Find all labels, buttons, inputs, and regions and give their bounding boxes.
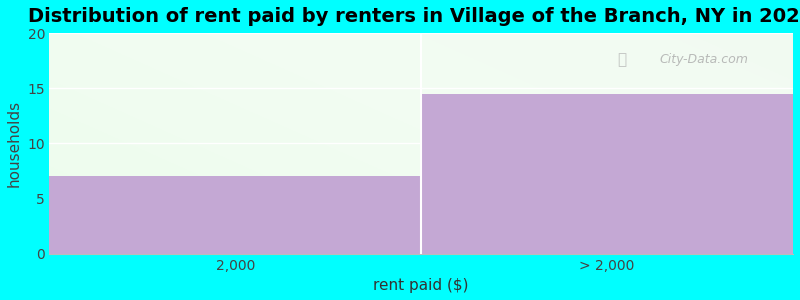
Text: ⦿: ⦿ <box>618 52 626 67</box>
Bar <box>421 94 793 253</box>
Title: Distribution of rent paid by renters in Village of the Branch, NY in 2022: Distribution of rent paid by renters in … <box>29 7 800 26</box>
Y-axis label: households: households <box>7 100 22 187</box>
X-axis label: rent paid ($): rent paid ($) <box>374 278 469 293</box>
Bar <box>50 176 421 254</box>
Text: City-Data.com: City-Data.com <box>659 53 748 66</box>
